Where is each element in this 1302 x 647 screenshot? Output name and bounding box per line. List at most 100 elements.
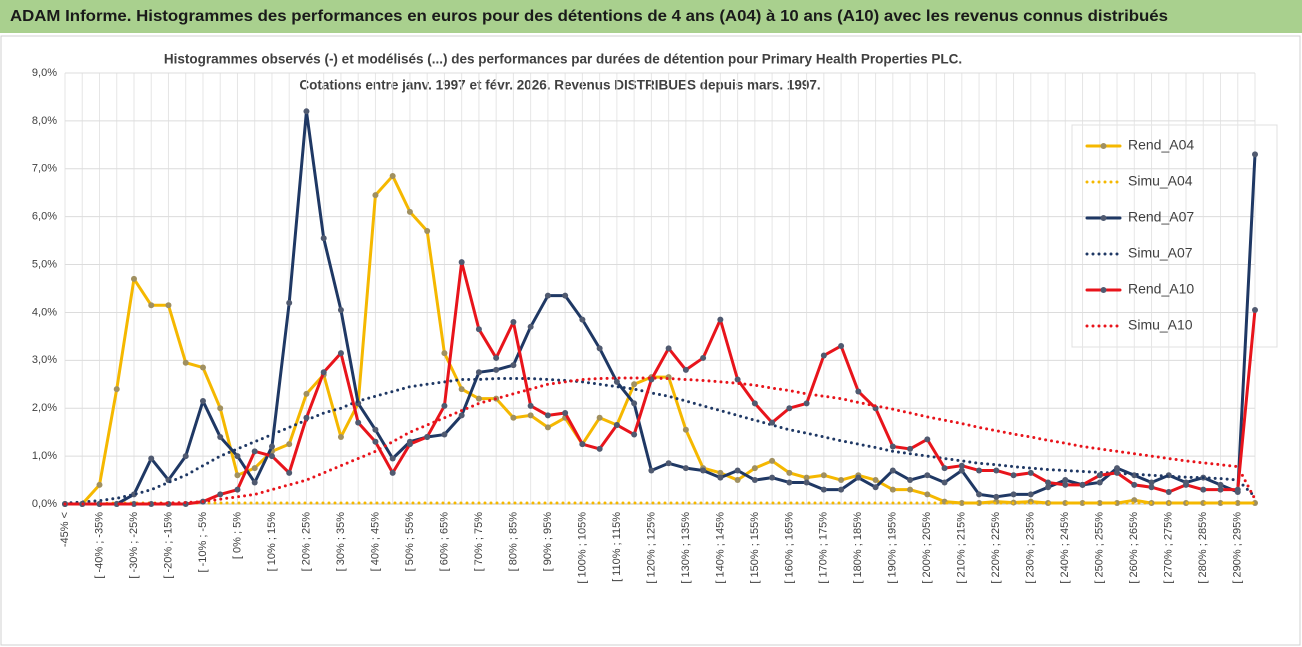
series-point (820, 472, 827, 479)
x-tick-label: [ 60% ; 65% (438, 512, 450, 572)
series-point (1165, 489, 1172, 496)
x-tick-label: [ 150% ; 155% (749, 512, 761, 584)
series-point (1234, 486, 1241, 493)
series-point (199, 398, 206, 405)
series-point (734, 467, 741, 474)
series-point (958, 467, 965, 474)
series-point (1217, 486, 1224, 493)
series-point (820, 352, 827, 359)
series-point (268, 453, 275, 460)
series-point (217, 491, 224, 498)
y-tick-label: 1,0% (32, 450, 57, 462)
series-point (544, 412, 551, 419)
series-point (527, 412, 534, 419)
series-point (1096, 472, 1103, 479)
series-point (441, 431, 448, 438)
series-point (889, 467, 896, 474)
series-point (510, 414, 517, 421)
series-point (803, 400, 810, 407)
series-point (1062, 500, 1069, 507)
series-point (751, 477, 758, 484)
legend-label: Rend_A04 (1128, 137, 1194, 153)
series-point (1114, 469, 1121, 476)
series-point (130, 501, 137, 507)
y-tick-label: 7,0% (32, 163, 57, 175)
series-point (286, 469, 293, 476)
series-point (320, 369, 327, 376)
x-tick-label: [ 10% ; 15% (266, 512, 278, 572)
legend-label: Simu_A07 (1128, 245, 1193, 261)
series-point (1010, 472, 1017, 479)
series-point (631, 431, 638, 438)
series-point (182, 453, 189, 460)
legend-label: Rend_A07 (1128, 209, 1194, 225)
series-point (1062, 477, 1069, 484)
x-tick-label: [ 80% ; 85% (507, 512, 519, 572)
legend-marker (1100, 287, 1107, 293)
series-line (63, 376, 1257, 506)
series-point (993, 493, 1000, 500)
series-point (475, 326, 482, 333)
series-point (1114, 465, 1121, 472)
y-tick-label: 9,0% (32, 67, 57, 79)
series-point (251, 479, 258, 486)
y-tick-label: 5,0% (32, 258, 57, 270)
series-point (941, 465, 948, 472)
series-point (1217, 481, 1224, 488)
series-point (320, 235, 327, 242)
series-point (596, 414, 603, 421)
series-point (717, 469, 724, 476)
series-point (717, 316, 724, 323)
series-point (406, 441, 413, 448)
series-point (389, 469, 396, 476)
series-point (889, 443, 896, 450)
x-tick-label: [ -10% ; -5% (197, 512, 209, 573)
series-point (1252, 151, 1258, 158)
series-point (907, 486, 914, 493)
series-point (1010, 491, 1017, 498)
series-point (924, 472, 931, 479)
series-point (872, 484, 879, 491)
series-point (424, 433, 431, 440)
series-point (924, 436, 931, 443)
series-point (234, 453, 241, 460)
series-point (803, 474, 810, 481)
series-point (441, 350, 448, 357)
series-point (1200, 500, 1207, 507)
series-point (217, 433, 224, 440)
x-tick-label: [ 280% ; 285% (1197, 512, 1209, 584)
series-point (217, 405, 224, 412)
series-point (527, 323, 534, 330)
chart-subtitle: Cotations entre janv. 1997 et févr. 2026… (299, 78, 820, 93)
series-point (648, 467, 655, 474)
series-point (1079, 500, 1086, 507)
x-tick-label: [ 210% ; 215% (956, 512, 968, 584)
series-point (769, 474, 776, 481)
series-point (1096, 479, 1103, 486)
y-tick-label: 0,0% (32, 498, 57, 510)
series-point (1062, 481, 1069, 488)
series-point (234, 486, 241, 493)
title-banner (0, 0, 1302, 33)
series-point (682, 465, 689, 472)
series-point (251, 448, 258, 455)
series-point (1131, 472, 1138, 479)
y-tick-label: 4,0% (32, 306, 57, 318)
x-tick-label: [ 270% ; 275% (1163, 512, 1175, 584)
series-point (303, 414, 310, 421)
legend-label: Simu_A10 (1128, 317, 1193, 333)
series-point (96, 481, 103, 488)
series-point (1200, 486, 1207, 493)
x-tick-label: [ 170% ; 175% (818, 512, 830, 584)
chart-title: ADAM Informe. Histogrammes des performan… (10, 8, 1168, 25)
series-point (510, 362, 517, 369)
series-point (96, 501, 103, 507)
series-point (303, 108, 310, 115)
x-tick-label: [ 180% ; 185% (852, 512, 864, 584)
series-point (855, 474, 862, 481)
series-point (751, 400, 758, 407)
series-point (1252, 307, 1258, 314)
series-point (682, 426, 689, 433)
x-tick-label: [ 230% ; 235% (1025, 512, 1037, 584)
series-point (803, 479, 810, 486)
